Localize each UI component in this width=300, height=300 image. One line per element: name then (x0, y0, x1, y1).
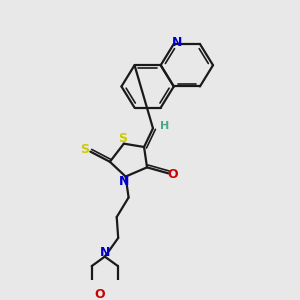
Text: H: H (160, 121, 169, 130)
Text: N: N (172, 36, 182, 49)
Text: N: N (119, 175, 129, 188)
Text: S: S (80, 143, 89, 156)
Text: N: N (100, 246, 110, 259)
Text: O: O (94, 288, 105, 300)
Text: O: O (168, 168, 178, 181)
Text: S: S (118, 132, 127, 145)
